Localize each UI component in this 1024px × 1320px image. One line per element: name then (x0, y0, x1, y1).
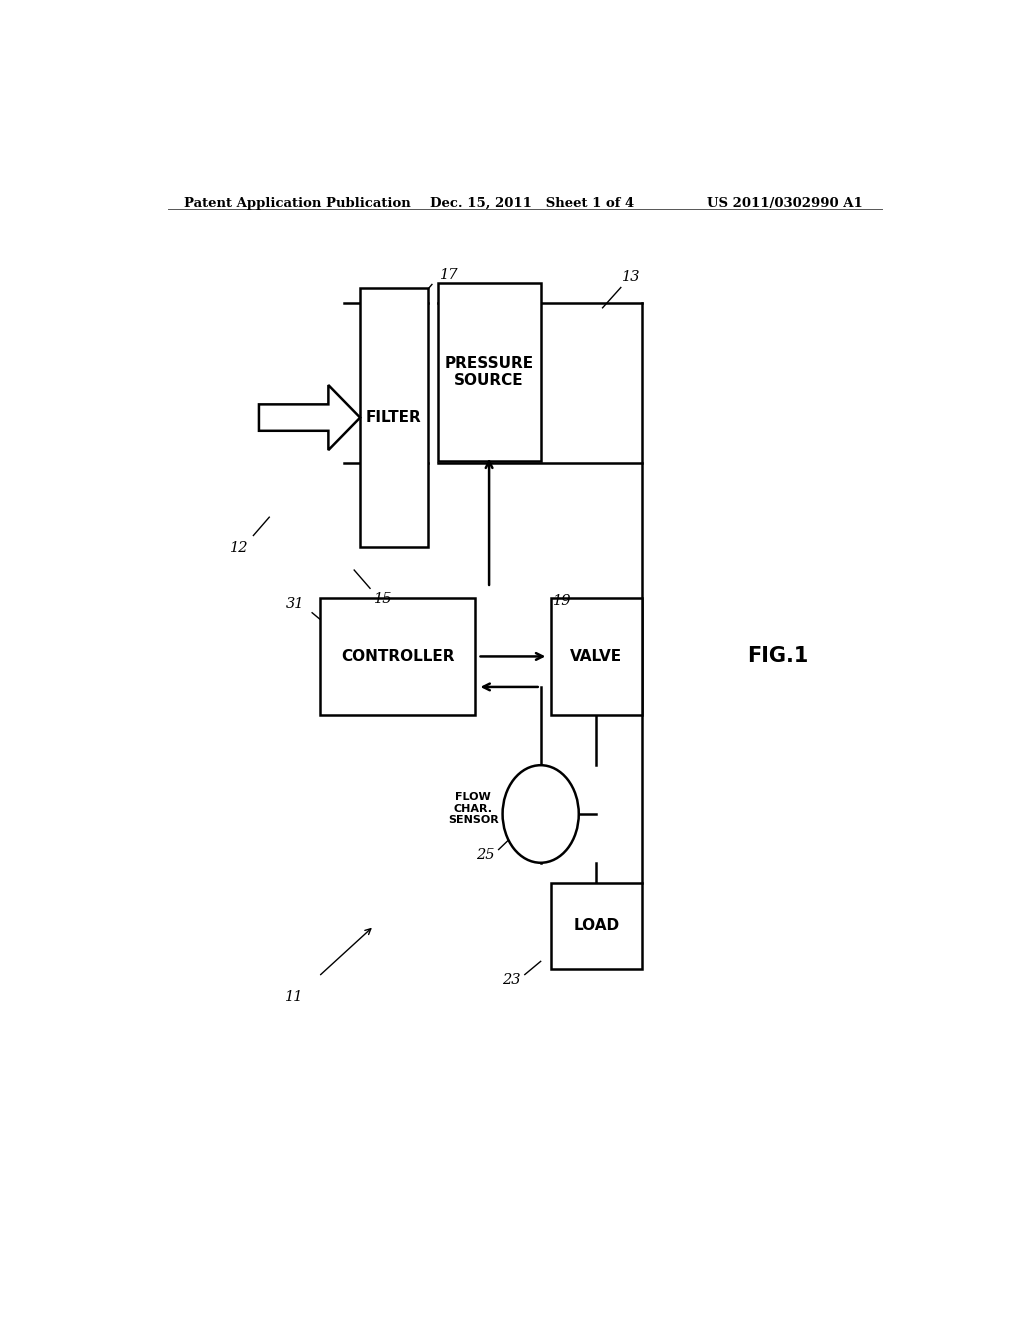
Bar (551, 598, 642, 715)
Text: FIG.1: FIG.1 (748, 647, 808, 667)
Text: 23: 23 (503, 973, 521, 986)
Bar (437, 282, 541, 461)
Text: 11: 11 (286, 990, 304, 1005)
Text: CONTROLLER: CONTROLLER (341, 649, 455, 664)
Text: 17: 17 (440, 268, 459, 282)
Text: FILTER: FILTER (366, 411, 422, 425)
Bar (551, 883, 642, 969)
Text: 15: 15 (374, 591, 392, 606)
Text: PRESSURE
SOURCE: PRESSURE SOURCE (444, 355, 534, 388)
Text: US 2011/0302990 A1: US 2011/0302990 A1 (708, 197, 863, 210)
Text: 13: 13 (623, 271, 641, 284)
Bar (321, 598, 475, 715)
Text: 31: 31 (286, 597, 304, 611)
Text: FLOW
CHAR.
SENSOR: FLOW CHAR. SENSOR (447, 792, 499, 825)
Polygon shape (259, 385, 360, 450)
Text: VALVE: VALVE (570, 649, 623, 664)
Text: 19: 19 (553, 594, 571, 607)
Text: Patent Application Publication: Patent Application Publication (183, 197, 411, 210)
Bar (360, 288, 428, 548)
Text: LOAD: LOAD (573, 919, 620, 933)
Text: Dec. 15, 2011   Sheet 1 of 4: Dec. 15, 2011 Sheet 1 of 4 (430, 197, 634, 210)
Text: 25: 25 (476, 847, 495, 862)
Text: 12: 12 (229, 541, 249, 554)
Circle shape (503, 766, 579, 863)
